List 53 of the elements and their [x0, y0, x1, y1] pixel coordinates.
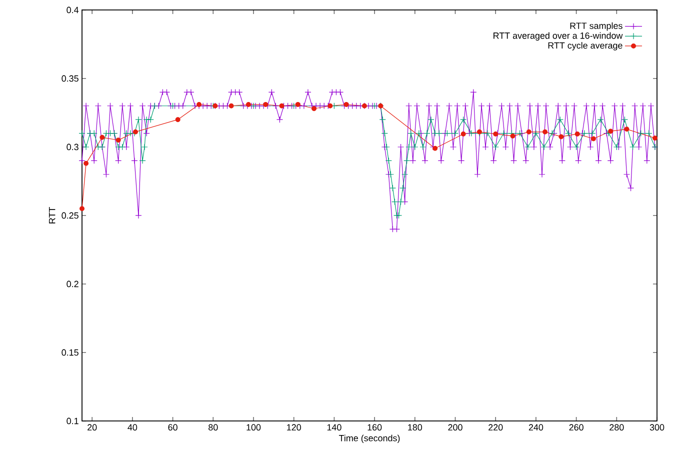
x-tick-label: 260 — [569, 424, 584, 431]
legend-label: RTT averaged over a 16-window — [494, 32, 623, 41]
y-tick-label: 0.35 — [62, 75, 78, 82]
y-tick-label: 0.4 — [66, 6, 79, 14]
point — [460, 131, 466, 136]
point — [476, 129, 482, 134]
y-tick-label: 0.15 — [62, 349, 78, 356]
x-tick-label: 40 — [128, 424, 138, 431]
point — [228, 103, 234, 108]
x-tick-label: 300 — [650, 424, 664, 431]
x-axis-title: Time (seconds) — [338, 434, 400, 444]
point — [624, 126, 630, 132]
point — [175, 117, 180, 122]
point — [432, 146, 438, 151]
x-tick-label: 280 — [610, 424, 624, 431]
point — [132, 129, 138, 134]
y-tick-label: 0.3 — [66, 144, 78, 150]
y-tick-label: 0.25 — [62, 212, 78, 219]
x-tick-label: 240 — [528, 424, 544, 431]
x-tick-label: 20 — [88, 424, 97, 431]
point — [263, 102, 268, 108]
x-tick-label: 120 — [287, 424, 301, 431]
point — [328, 103, 333, 108]
x-tick-label: 160 — [368, 424, 382, 431]
point — [100, 134, 105, 140]
point — [344, 102, 349, 108]
point — [279, 103, 284, 108]
point — [652, 136, 658, 141]
x-tick-label: 140 — [327, 424, 342, 431]
x-tick-label: 60 — [168, 424, 178, 431]
legend-label: RTT samples — [570, 22, 622, 31]
point — [558, 134, 564, 140]
x-tick-label: 220 — [488, 424, 503, 431]
x-tick-label: 100 — [246, 424, 261, 431]
point — [590, 136, 596, 142]
y-axis-title: RTT — [49, 207, 56, 224]
y-tick-label: 0.1 — [66, 418, 78, 424]
point — [493, 131, 498, 136]
point — [116, 138, 121, 143]
y-tick-label: 0.2 — [66, 280, 78, 288]
point — [295, 102, 300, 108]
x-tick-label: 80 — [208, 424, 218, 431]
x-tick-label: 180 — [408, 424, 422, 431]
legend-label: RTT cycle average — [548, 42, 622, 50]
point — [526, 129, 532, 134]
x-tick-label: 200 — [448, 424, 462, 431]
point — [574, 131, 580, 136]
point — [312, 106, 317, 112]
point — [84, 160, 89, 166]
point — [542, 129, 548, 134]
point — [510, 134, 516, 139]
point — [80, 206, 84, 212]
point — [608, 128, 614, 134]
